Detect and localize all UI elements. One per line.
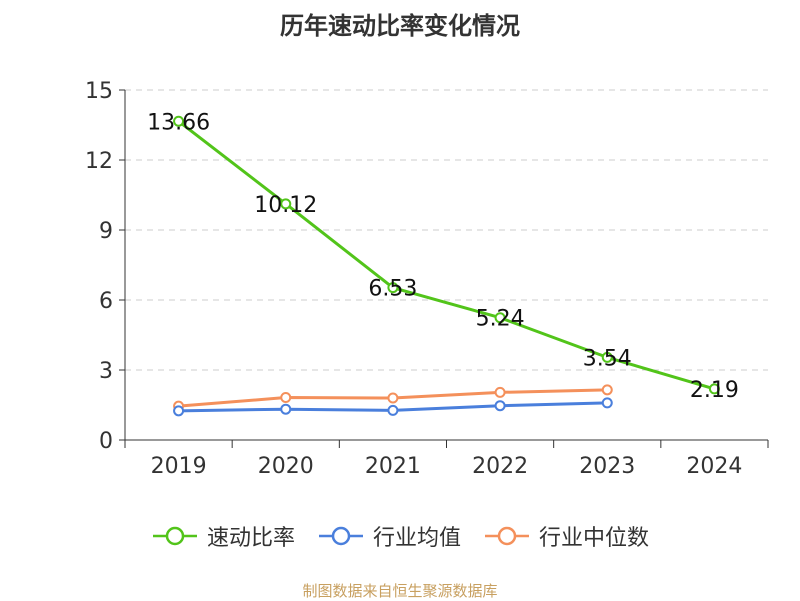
data-point <box>387 282 399 294</box>
legend-circle <box>331 526 351 546</box>
data-label: 5.24 <box>476 307 525 332</box>
data-label: 3.54 <box>583 346 632 371</box>
legend: 速动比率 行业均值 行业中位数 <box>0 520 800 552</box>
legend-item-series-0[interactable]: 速动比率 <box>151 520 295 552</box>
legend-marker-icon <box>318 526 363 546</box>
data-label: 2.19 <box>690 378 739 403</box>
data-point <box>601 384 613 396</box>
legend-item-series-2[interactable]: 行业中位数 <box>483 520 649 552</box>
data-label: 13.66 <box>147 110 210 135</box>
data-point <box>494 312 506 324</box>
data-point <box>601 351 613 363</box>
legend-label: 行业中位数 <box>539 526 650 551</box>
y-tick-label: 0 <box>99 429 113 454</box>
data-point <box>601 397 613 409</box>
y-tick-label: 6 <box>99 289 113 314</box>
data-point <box>280 403 292 415</box>
data-point <box>494 400 506 412</box>
legend-item-series-1[interactable]: 行业均值 <box>317 520 461 552</box>
y-tick-label: 9 <box>99 219 113 244</box>
y-tick-label: 15 <box>85 79 113 104</box>
data-point <box>387 404 399 416</box>
legend-label: 速动比率 <box>206 526 295 551</box>
data-point <box>708 383 720 395</box>
x-tick-label: 2022 <box>472 454 528 479</box>
data-point <box>387 392 399 404</box>
legend-label: 行业均值 <box>372 526 461 551</box>
source-note: 制图数据来自恒生聚源数据库 <box>302 582 498 600</box>
x-tick-label: 2023 <box>579 454 635 479</box>
data-point <box>280 392 292 404</box>
x-tick-label: 2020 <box>258 454 314 479</box>
chart-title: 历年速动比率变化情况 <box>280 12 520 40</box>
x-tick-label: 2019 <box>151 454 207 479</box>
data-label: 6.53 <box>368 277 417 302</box>
x-tick-label: 2024 <box>686 454 742 479</box>
data-point <box>494 386 506 398</box>
data-point <box>280 198 292 210</box>
series-line-0 <box>177 120 715 391</box>
legend-marker-icon <box>152 526 197 546</box>
y-tick-label: 12 <box>85 149 113 174</box>
y-tick-label: 3 <box>99 359 113 384</box>
x-tick-label: 2021 <box>365 454 421 479</box>
legend-circle <box>497 526 517 546</box>
data-label: 10.12 <box>254 193 317 218</box>
data-point <box>173 115 185 127</box>
legend-marker-icon <box>485 526 529 546</box>
legend-circle <box>165 526 185 546</box>
data-point <box>173 405 185 417</box>
